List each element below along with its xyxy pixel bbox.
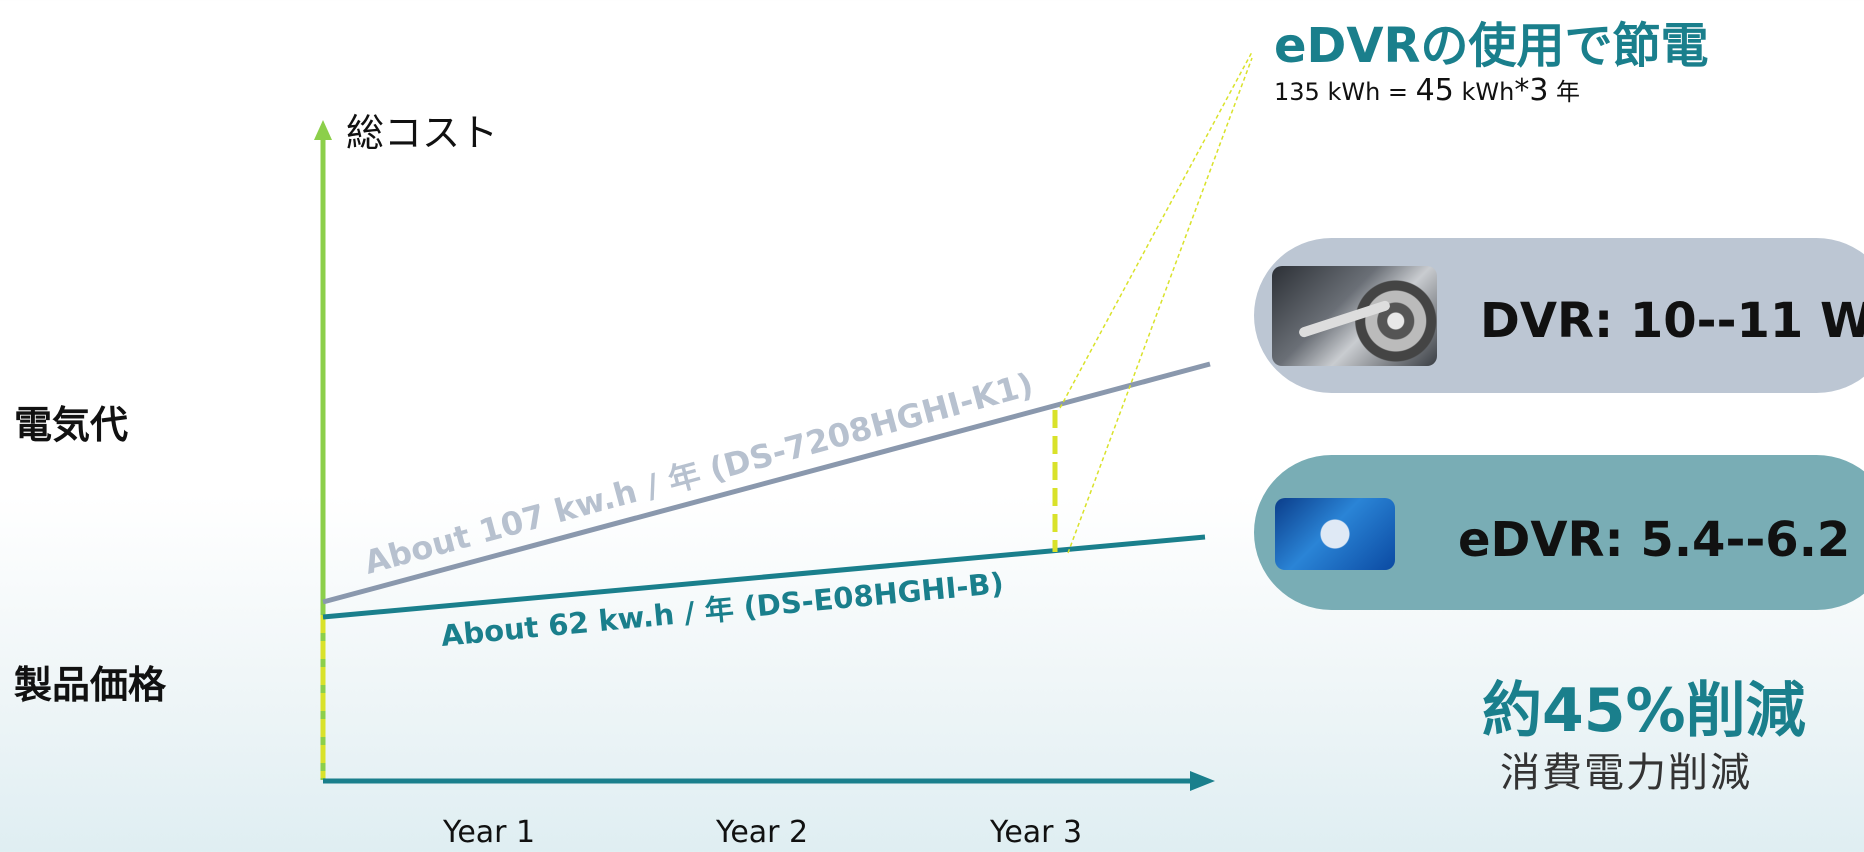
headline-title: eDVRの使用で節電 [1274,18,1709,74]
x-tick-year-3: Year 3 [990,815,1083,850]
callout-line-upper [1059,51,1253,409]
formula-part-4: *3 [1514,73,1549,108]
callout-line-lower [1067,57,1253,554]
headline-formula: 135 kWh = 45 kWh*3 年 [1274,72,1580,108]
formula-part-3: kWh [1453,78,1515,106]
edvr-power-text: eDVR: 5.4--6.2 W [1458,512,1864,568]
dvr-power-text: DVR: 10--11 W [1480,293,1864,349]
x-tick-year-2: Year 2 [716,815,809,850]
reduction-headline: 約45%削減 [1482,676,1806,746]
formula-part-1: 135 kWh = [1274,78,1416,106]
y-axis-arrow-icon [314,120,332,140]
dvr-cost-line [322,361,1211,605]
dvr-line-label: About 107 kw.h / 年 (DS-7208HGHI-K1) [360,365,1037,582]
edvr-cost-line [322,534,1206,620]
circuit-chip-icon [1275,498,1395,570]
reduction-subtitle: 消費電力削減 [1500,750,1752,796]
formula-part-2: 45 [1415,73,1454,108]
x-axis-arrow-icon [1190,771,1215,791]
electricity-cost-label: 電気代 [14,403,129,447]
hard-disk-drive-icon [1272,266,1437,366]
x-tick-year-1: Year 1 [443,815,536,850]
product-price-label: 製品価格 [14,663,167,707]
formula-part-5: 年 [1548,78,1581,106]
y-axis-label: 総コスト [346,111,499,155]
